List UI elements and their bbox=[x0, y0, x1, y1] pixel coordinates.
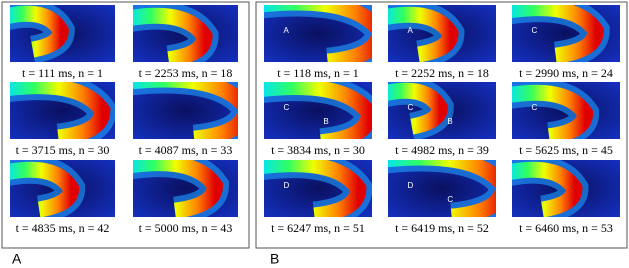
simulation-image: C bbox=[512, 5, 620, 62]
simulation-image bbox=[512, 160, 620, 217]
wave-front bbox=[133, 82, 238, 139]
marker-label: A bbox=[407, 26, 413, 35]
wave-front bbox=[10, 161, 80, 217]
simulation-image bbox=[10, 5, 115, 62]
wave-front bbox=[388, 6, 459, 62]
caption: t = 4087 ms, n = 33 bbox=[139, 143, 233, 157]
marker-label: D bbox=[283, 181, 289, 190]
simulation-image: DC bbox=[388, 160, 496, 217]
caption: t = 4835 ms, n = 42 bbox=[16, 221, 110, 235]
marker-label: A bbox=[283, 26, 289, 35]
marker-label: C bbox=[283, 103, 289, 112]
caption: t = 2253 ms, n = 18 bbox=[139, 66, 233, 80]
simulation-image: C bbox=[512, 82, 620, 139]
marker-label: B bbox=[323, 117, 328, 126]
simulation-image bbox=[133, 5, 238, 62]
simulation-image: A bbox=[264, 5, 372, 62]
wave-front bbox=[10, 82, 111, 139]
simulation-image: A bbox=[388, 5, 496, 62]
simulation-image bbox=[10, 82, 115, 139]
caption: t = 6460 ms, n = 53 bbox=[519, 221, 613, 235]
simulation-image: CB bbox=[388, 82, 496, 139]
marker-label: C bbox=[447, 195, 453, 204]
caption: t = 6419 ms, n = 52 bbox=[395, 221, 489, 235]
wave-front bbox=[264, 82, 372, 139]
caption: t = 5000 ms, n = 43 bbox=[139, 221, 233, 235]
wave-front bbox=[388, 82, 448, 135]
panel-frame bbox=[1, 1, 250, 249]
wave-front bbox=[133, 160, 223, 217]
simulation-image bbox=[10, 160, 115, 217]
simulation-image: D bbox=[264, 160, 372, 217]
marker-label: C bbox=[407, 103, 413, 112]
wave-front bbox=[512, 5, 604, 62]
marker-label: D bbox=[407, 181, 413, 190]
panel-frame bbox=[255, 1, 628, 249]
caption: t = 5625 ms, n = 45 bbox=[519, 143, 613, 157]
wave-front bbox=[512, 161, 583, 217]
caption: t = 4982 ms, n = 39 bbox=[395, 143, 489, 157]
caption: t = 6247 ms, n = 51 bbox=[271, 221, 365, 235]
simulation-image: CB bbox=[264, 82, 372, 139]
wave-front bbox=[10, 5, 69, 58]
wave-front bbox=[512, 84, 594, 139]
caption: t = 3715 ms, n = 30 bbox=[16, 143, 110, 157]
wave-front bbox=[133, 7, 213, 62]
wave-front bbox=[388, 160, 496, 217]
simulation-image bbox=[133, 160, 238, 217]
caption: t = 3834 ms, n = 30 bbox=[271, 143, 365, 157]
marker-label: C bbox=[531, 26, 537, 35]
wave-front bbox=[264, 160, 367, 217]
panel-label: B bbox=[270, 251, 279, 267]
simulation-image bbox=[133, 82, 238, 139]
wave-front bbox=[264, 5, 372, 62]
marker-label: B bbox=[447, 117, 452, 126]
caption: t = 118 ms, n = 1 bbox=[277, 66, 358, 80]
marker-label: C bbox=[531, 103, 537, 112]
panel-label: A bbox=[12, 251, 22, 267]
caption: t = 111 ms, n = 1 bbox=[22, 66, 103, 80]
caption: t = 2990 ms, n = 24 bbox=[519, 66, 613, 80]
caption: t = 2252 ms, n = 18 bbox=[395, 66, 489, 80]
